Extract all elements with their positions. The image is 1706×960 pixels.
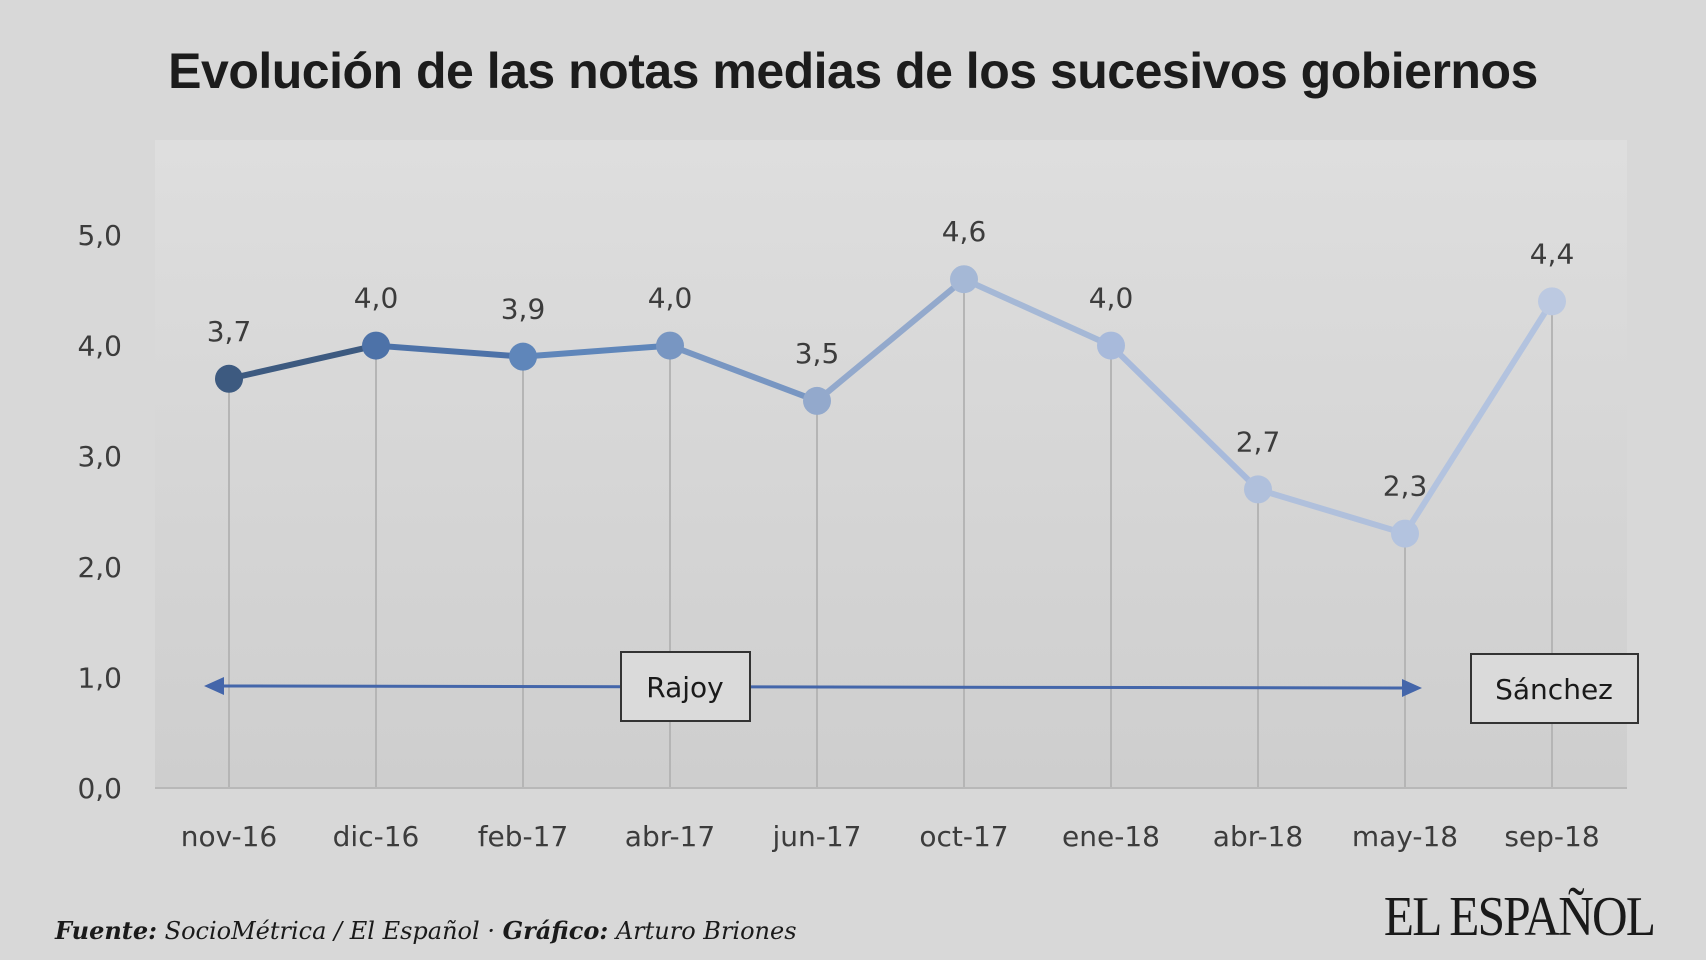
sanchez-box: [1470, 653, 1639, 724]
data-label: 2,3: [1383, 470, 1428, 503]
arrow-head-right: [1402, 679, 1422, 697]
y-axis: 0,0 1,0 2,0 3,0 4,0 5,0: [77, 219, 122, 805]
series-segment: [520, 342, 673, 360]
data-label: 3,5: [795, 337, 840, 370]
source-label: Fuente:: [55, 916, 157, 945]
rajoy-label: Rajoy: [646, 671, 723, 704]
y-tick-label: 5,0: [77, 219, 122, 252]
plot-area: [155, 140, 1627, 788]
y-tick-label: 2,0: [77, 551, 122, 584]
data-label: 4,0: [1089, 282, 1134, 315]
data-label: 4,4: [1530, 237, 1575, 270]
series-segment: [1108, 342, 1261, 493]
series-segment: [667, 342, 820, 404]
series-segment: [1402, 298, 1555, 537]
brand-logo: EL ESPAÑOL: [1383, 886, 1656, 948]
source-text: SocioMétrica / El Español: [164, 917, 480, 945]
series-segment: [961, 276, 1114, 349]
data-label: 4,0: [354, 282, 399, 315]
footer-source: Fuente: SocioMétrica / El Español · Gráf…: [55, 916, 797, 945]
sanchez-label: Sánchez: [1495, 673, 1613, 706]
y-tick-label: 3,0: [77, 440, 122, 473]
y-tick-label: 0,0: [77, 772, 122, 805]
y-tick-label: 1,0: [77, 661, 122, 694]
data-point: [362, 331, 390, 360]
x-tick-label: sep-18: [1504, 820, 1599, 853]
data-point: [656, 331, 684, 360]
data-label: 3,9: [501, 293, 546, 326]
data-point: [215, 364, 243, 393]
data-point: [950, 265, 978, 294]
y-tick-label: 4,0: [77, 330, 122, 363]
rajoy-box: [620, 651, 751, 722]
data-labels: 3,7 4,0 3,9 4,0 3,5 4,6 4,0 2,7 2,3 4,4: [207, 215, 1575, 502]
graphic-text: Arturo Briones: [615, 917, 797, 945]
x-tick-label: ene-18: [1062, 820, 1160, 853]
data-label: 2,7: [1236, 425, 1281, 458]
series-segment: [226, 342, 379, 382]
data-label: 4,6: [942, 215, 987, 248]
rajoy-arrow-line: [217, 684, 1409, 690]
data-point: [1538, 287, 1566, 316]
series-segment: [814, 276, 967, 404]
data-point: [1244, 475, 1272, 504]
data-label: 4,0: [648, 282, 693, 315]
x-tick-label: abr-18: [1213, 820, 1303, 853]
annotations: Rajoy Sánchez: [204, 651, 1639, 724]
page-title: Evolución de las notas medias de los suc…: [168, 43, 1538, 99]
series-line: [226, 276, 1555, 537]
series-points: [215, 265, 1566, 548]
x-tick-label: oct-17: [919, 820, 1008, 853]
data-point: [1097, 331, 1125, 360]
x-tick-label: jun-17: [771, 820, 861, 853]
data-point: [803, 386, 831, 415]
graphic-label: Gráfico:: [502, 916, 609, 945]
data-point: [509, 342, 537, 371]
x-tick-label: nov-16: [181, 820, 277, 853]
series-segment: [1255, 486, 1408, 537]
x-tick-label: dic-16: [333, 820, 420, 853]
x-tick-label: feb-17: [478, 820, 569, 853]
x-tick-label: may-18: [1352, 820, 1458, 853]
footer-separator: ·: [479, 917, 503, 945]
data-label: 3,7: [207, 315, 252, 348]
x-axis: nov-16 dic-16 feb-17 abr-17 jun-17 oct-17 ene-…: [181, 820, 1600, 853]
data-point: [1391, 519, 1419, 548]
x-tick-label: abr-17: [625, 820, 715, 853]
series-segment: [373, 342, 526, 360]
arrow-head-left: [204, 677, 224, 695]
